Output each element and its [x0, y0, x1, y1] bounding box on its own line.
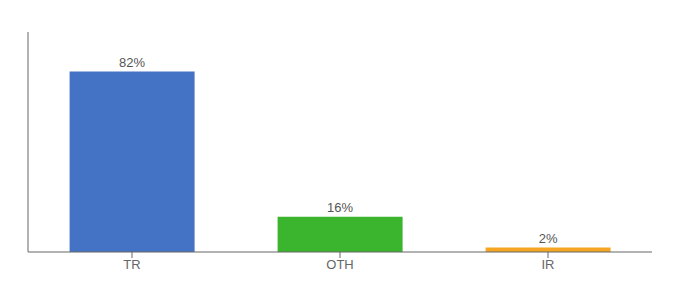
svg-text:TR: TR: [123, 257, 140, 272]
svg-text:OTH: OTH: [326, 257, 353, 272]
svg-text:IR: IR: [542, 257, 555, 272]
svg-text:2%: 2%: [539, 231, 558, 246]
svg-text:82%: 82%: [119, 55, 145, 70]
svg-text:16%: 16%: [327, 200, 353, 215]
